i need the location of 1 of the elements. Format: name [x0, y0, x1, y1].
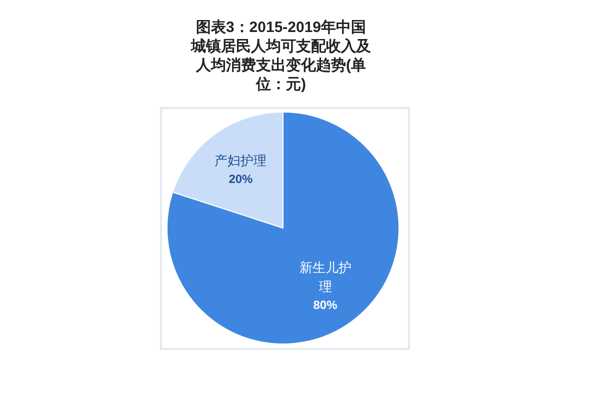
chart-title: 图表3：2015-2019年中国城镇居民人均可支配收入及人均消费支出变化趋势(单位：元) — [190, 18, 372, 94]
